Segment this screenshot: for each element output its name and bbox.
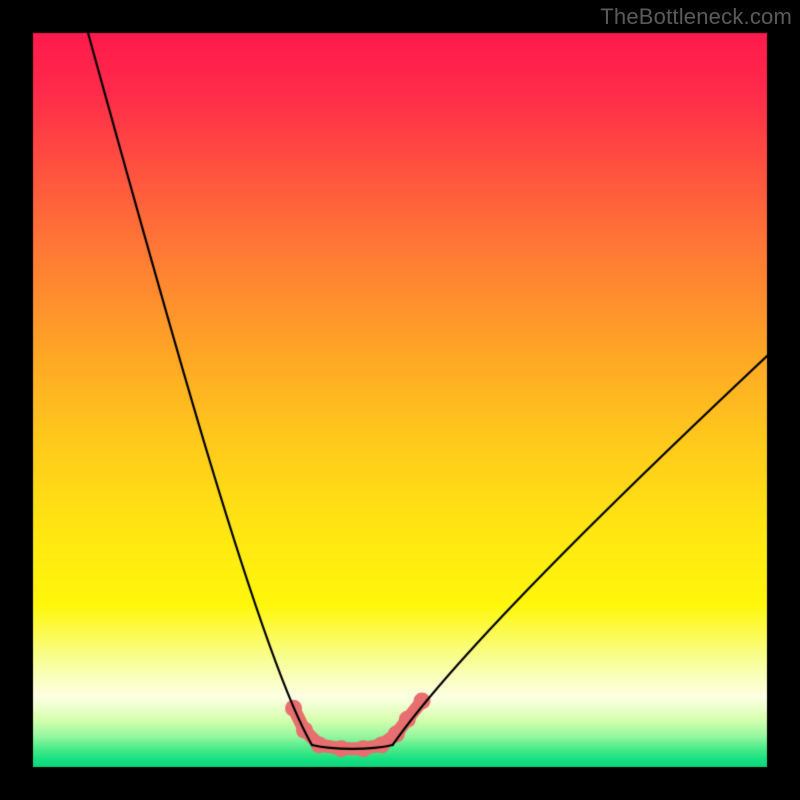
bottleneck-chart-canvas (0, 0, 800, 800)
watermark-label: TheBottleneck.com (600, 4, 792, 30)
chart-container: TheBottleneck.com (0, 0, 800, 800)
